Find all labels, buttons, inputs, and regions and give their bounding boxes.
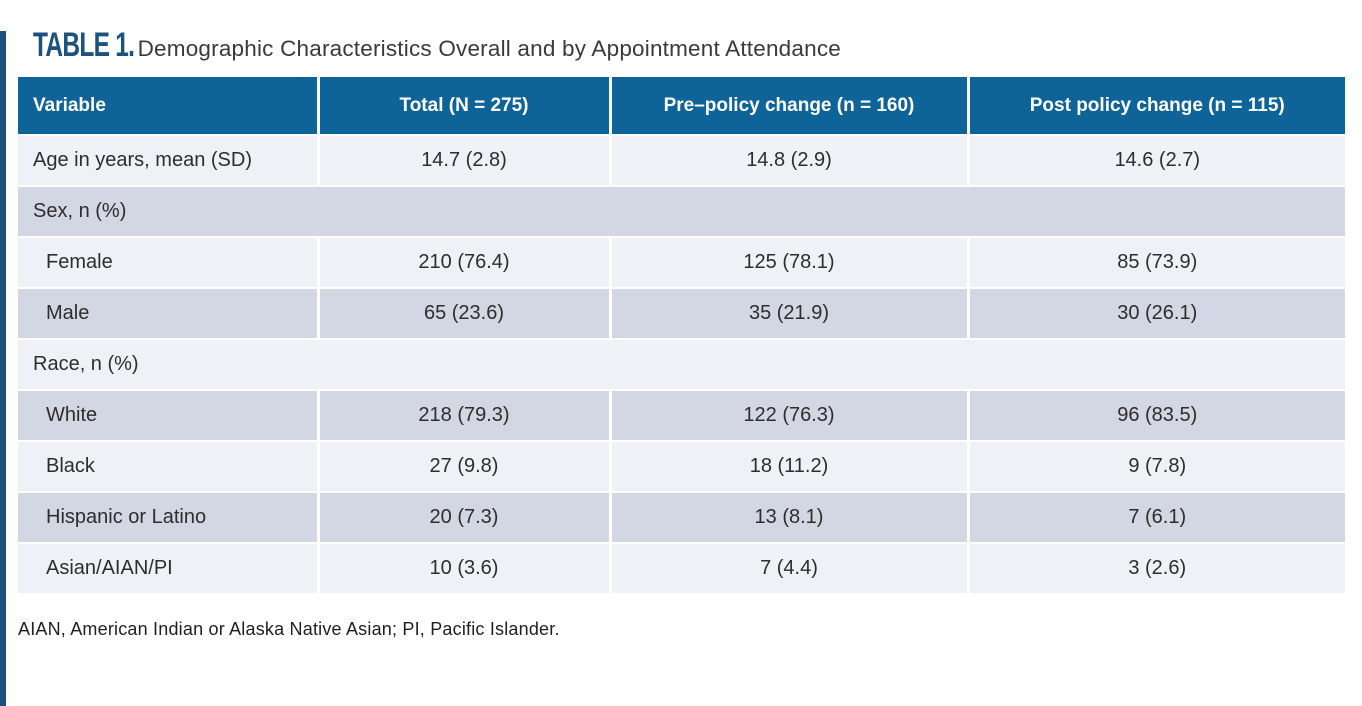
table-row: Female 210 (76.4) 125 (78.1) 85 (73.9) — [18, 237, 1345, 289]
page-title-text: Demographic Characteristics Overall and … — [137, 36, 841, 61]
row-label: Age in years, mean (SD) — [18, 135, 318, 187]
table-body: Age in years, mean (SD) 14.7 (2.8) 14.8 (2… — [18, 135, 1345, 595]
cell-value: 30 (26.1) — [966, 288, 1345, 340]
cell-value: 210 (76.4) — [316, 237, 610, 289]
column-header-post-policy: Post policy change (n = 115) — [966, 77, 1345, 136]
table-row: Age in years, mean (SD) 14.7 (2.8) 14.8 (2… — [18, 135, 1345, 187]
column-header-variable: Variable — [18, 77, 318, 136]
table-footnote: AIAN, American Indian or Alaska Native A… — [18, 619, 560, 639]
table-row: Black 27 (9.8) 18 (11.2) 9 (7.8) — [18, 441, 1345, 493]
page-title: TABLE 1. Demographic Characteristics Ove… — [33, 26, 1342, 65]
left-accent-rule — [0, 31, 6, 706]
table-number-label: TABLE 1. — [33, 26, 135, 64]
table-row: Hispanic or Latino 20 (7.3) 13 (8.1) 7 (6.1… — [18, 492, 1345, 544]
demographics-table: Variable Total (N = 275) Pre–policy chan… — [18, 77, 1345, 595]
row-label: Female — [18, 237, 318, 289]
row-label: Sex, n (%) — [18, 186, 1345, 238]
cell-value: 13 (8.1) — [608, 492, 968, 544]
row-label: Hispanic or Latino — [18, 492, 318, 544]
cell-value: 14.8 (2.9) — [608, 135, 968, 187]
cell-value: 218 (79.3) — [316, 390, 610, 442]
cell-value: 10 (3.6) — [316, 543, 610, 595]
row-label: Male — [18, 288, 318, 340]
column-header-total: Total (N = 275) — [316, 77, 610, 136]
column-header-pre-policy: Pre–policy change (n = 160) — [608, 77, 968, 136]
section-row: Race, n (%) — [18, 339, 1345, 391]
cell-value: 20 (7.3) — [316, 492, 610, 544]
table-header-row: Variable Total (N = 275) Pre–policy chan… — [18, 77, 1345, 136]
cell-value: 35 (21.9) — [608, 288, 968, 340]
table-row: White 218 (79.3) 122 (76.3) 96 (83.5) — [18, 390, 1345, 442]
cell-value: 14.6 (2.7) — [966, 135, 1345, 187]
cell-value: 14.7 (2.8) — [316, 135, 610, 187]
cell-value: 7 (4.4) — [608, 543, 968, 595]
section-row: Sex, n (%) — [18, 186, 1345, 238]
row-label: White — [18, 390, 318, 442]
cell-value: 125 (78.1) — [608, 237, 968, 289]
row-label: Asian/AIAN/PI — [18, 543, 318, 595]
cell-value: 122 (76.3) — [608, 390, 968, 442]
row-label: Race, n (%) — [18, 339, 1345, 391]
table-row: Asian/AIAN/PI 10 (3.6) 7 (4.4) 3 (2.6) — [18, 543, 1345, 595]
cell-value: 7 (6.1) — [966, 492, 1345, 544]
cell-value: 3 (2.6) — [966, 543, 1345, 595]
cell-value: 27 (9.8) — [316, 441, 610, 493]
cell-value: 9 (7.8) — [966, 441, 1345, 493]
row-label: Black — [18, 441, 318, 493]
cell-value: 96 (83.5) — [966, 390, 1345, 442]
cell-value: 85 (73.9) — [966, 237, 1345, 289]
table-row: Male 65 (23.6) 35 (21.9) 30 (26.1) — [18, 288, 1345, 340]
cell-value: 18 (11.2) — [608, 441, 968, 493]
cell-value: 65 (23.6) — [316, 288, 610, 340]
